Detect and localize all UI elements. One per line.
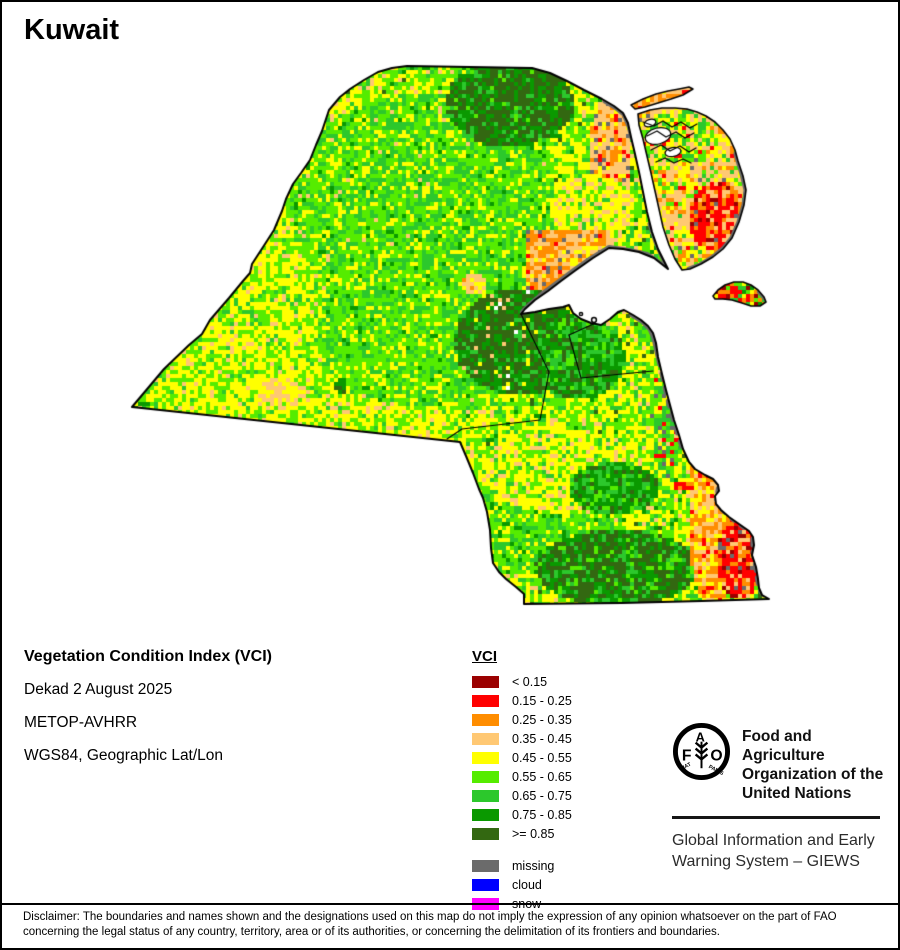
disclaimer-text: Disclaimer: The boundaries and names sho… — [2, 903, 898, 940]
fao-org-name: Food and Agriculture Organization of the… — [742, 728, 884, 802]
vci-legend: VCI < 0.15 0.15 - 0.25 0.25 - 0.35 0.35 - 0… — [472, 648, 572, 913]
legend-row: 0.15 - 0.25 — [472, 691, 572, 710]
map-projection-label: WGS84, Geographic Lat/Lon — [24, 747, 224, 764]
legend-swatch-blue — [472, 878, 499, 891]
giews-label: Global Information and Early Warning Sys… — [672, 832, 875, 870]
legend-swatch-green — [472, 789, 499, 802]
legend-gap — [472, 843, 572, 856]
legend-label: < 0.15 — [512, 674, 548, 689]
legend-swatch-yellow — [472, 751, 499, 764]
legend-swatch-tan — [472, 732, 499, 745]
legend-row: 0.45 - 0.55 — [472, 748, 572, 767]
legend-label: 0.15 - 0.25 — [512, 693, 572, 708]
wheat-ear-icon — [694, 741, 709, 769]
fao-divider — [672, 816, 880, 819]
legend-row: >= 0.85 — [472, 824, 572, 843]
legend-swatch-odgreen — [472, 827, 499, 840]
legend-row: cloud — [472, 875, 572, 894]
legend-swatch-dred — [472, 675, 499, 688]
legend-class-list: < 0.15 0.15 - 0.25 0.25 - 0.35 0.35 - 0.45 0… — [472, 672, 572, 843]
legend-swatch-dgreen — [472, 808, 499, 821]
legend-label: 0.55 - 0.65 — [512, 769, 572, 784]
legend-label: missing — [512, 858, 555, 873]
svg-text:O: O — [710, 747, 722, 764]
legend-label: 0.25 - 0.35 — [512, 712, 572, 727]
legend-swatch-red — [472, 694, 499, 707]
legend-label: 0.65 - 0.75 — [512, 788, 572, 803]
legend-swatch-gray — [472, 859, 499, 872]
svg-text:FIAT: FIAT — [679, 761, 693, 772]
legend-label: 0.75 - 0.85 — [512, 807, 572, 822]
fao-logo-icon: F A O FIAT PANIS — [672, 722, 731, 781]
legend-row: 0.25 - 0.35 — [472, 710, 572, 729]
map-dekad-label: Dekad 2 August 2025 — [24, 681, 173, 698]
legend-row: 0.75 - 0.85 — [472, 805, 572, 824]
legend-row: 0.55 - 0.65 — [472, 767, 572, 786]
legend-extra-list: missing cloud snow — [472, 856, 572, 913]
legend-row: < 0.15 — [472, 672, 572, 691]
legend-title: VCI — [472, 648, 498, 665]
legend-label: 0.45 - 0.55 — [512, 750, 572, 765]
map-sensor-label: METOP-AVHRR — [24, 714, 138, 731]
legend-row: 0.65 - 0.75 — [472, 786, 572, 805]
svg-text:A: A — [696, 730, 705, 745]
fao-header: F A O FIAT PANIS Food and Agriculture Or… — [672, 722, 884, 803]
map-info-block: Vegetation Condition Index (VCI) Dekad 2… — [24, 648, 272, 780]
svg-text:F: F — [682, 747, 692, 764]
fao-footer-block: F A O FIAT PANIS Food and Agriculture Or… — [672, 722, 884, 872]
page-title: Kuwait — [24, 14, 120, 46]
legend-swatch-orange — [472, 713, 499, 726]
legend-row: 0.35 - 0.45 — [472, 729, 572, 748]
map-product-label: Vegetation Condition Index (VCI) — [24, 648, 272, 665]
legend-label: >= 0.85 — [512, 826, 555, 841]
legend-row: missing — [472, 856, 572, 875]
legend-swatch-lgreen — [472, 770, 499, 783]
legend-label: 0.35 - 0.45 — [512, 731, 572, 746]
legend-label: cloud — [512, 877, 542, 892]
